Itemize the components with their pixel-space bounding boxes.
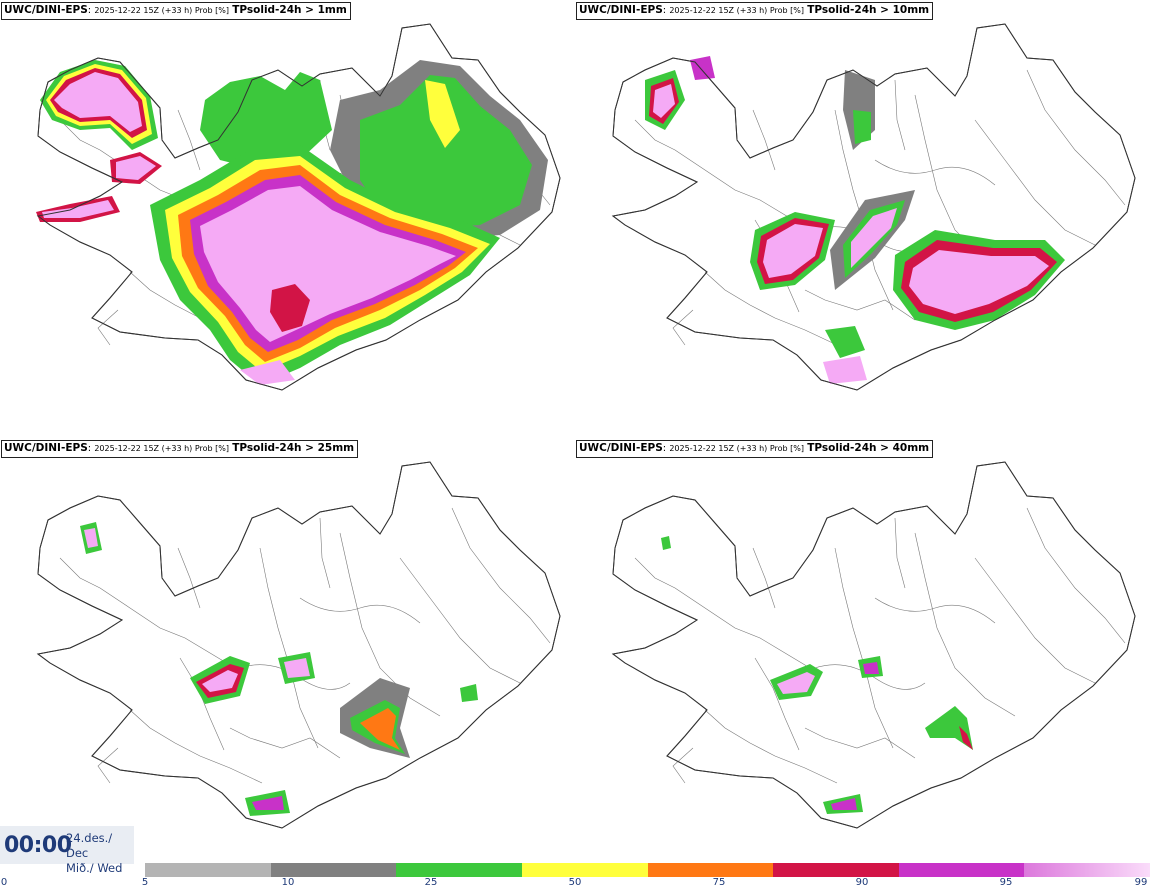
legend-tick-10: 10 (281, 877, 295, 888)
precip-10mm (645, 56, 1065, 384)
legend-tick-95: 95 (999, 877, 1013, 888)
map-panel-1mm: UWC/DINI-EPS: 2025-12-22 15Z (+33 h) Pro… (0, 0, 575, 438)
legend-seg-25-50 (396, 863, 522, 877)
legend-seg-50-75 (521, 863, 648, 877)
legend-tick-75: 75 (712, 877, 726, 888)
panel-title: UWC/DINI-EPS: 2025-12-22 15Z (+33 h) Pro… (576, 2, 934, 20)
precip-northeast (200, 60, 548, 240)
precip-central (150, 145, 500, 385)
legend-seg-10-25 (270, 863, 397, 877)
date-line-2: Mið./ Wed (66, 861, 123, 875)
precip-westfjords (36, 60, 162, 222)
valid-time: 00:00 (4, 833, 72, 858)
map-panel-10mm: UWC/DINI-EPS: 2025-12-22 15Z (+33 h) Pro… (575, 0, 1150, 438)
legend-tick-50: 50 (568, 877, 582, 888)
valid-time-box: 00:00 24.des./ Dec Mið./ Wed (0, 826, 134, 875)
legend-tick-5: 5 (141, 877, 149, 888)
legend-tick-0: 0 (0, 877, 8, 888)
valid-date: 24.des./ Dec Mið./ Wed (66, 831, 134, 876)
panel-title: UWC/DINI-EPS: 2025-12-22 15Z (+33 h) Pro… (1, 2, 351, 20)
legend-seg-95-99 (898, 863, 1025, 877)
panel-title: UWC/DINI-EPS: 2025-12-22 15Z (+33 h) Pro… (1, 440, 359, 458)
legend-seg-99 (1024, 863, 1150, 877)
legend-tick-90: 90 (855, 877, 869, 888)
legend-seg-90-95 (773, 863, 899, 877)
legend-tick-99: 99 (1134, 877, 1148, 888)
legend-bar (145, 863, 1150, 877)
legend-seg-5-10 (145, 863, 271, 877)
map-panel-25mm: UWC/DINI-EPS: 2025-12-22 15Z (+33 h) Pro… (0, 438, 575, 876)
map-panel-40mm: UWC/DINI-EPS: 2025-12-22 15Z (+33 h) Pro… (575, 438, 1150, 876)
date-line-1: 24.des./ Dec (66, 831, 113, 860)
color-legend: 0 5 10 25 50 75 90 95 99 (0, 862, 1150, 891)
legend-seg-75-90 (647, 863, 774, 877)
legend-tick-25: 25 (424, 877, 438, 888)
precip-40mm (661, 536, 973, 814)
precip-25mm (80, 522, 478, 816)
panel-title: UWC/DINI-EPS: 2025-12-22 15Z (+33 h) Pro… (576, 440, 934, 458)
